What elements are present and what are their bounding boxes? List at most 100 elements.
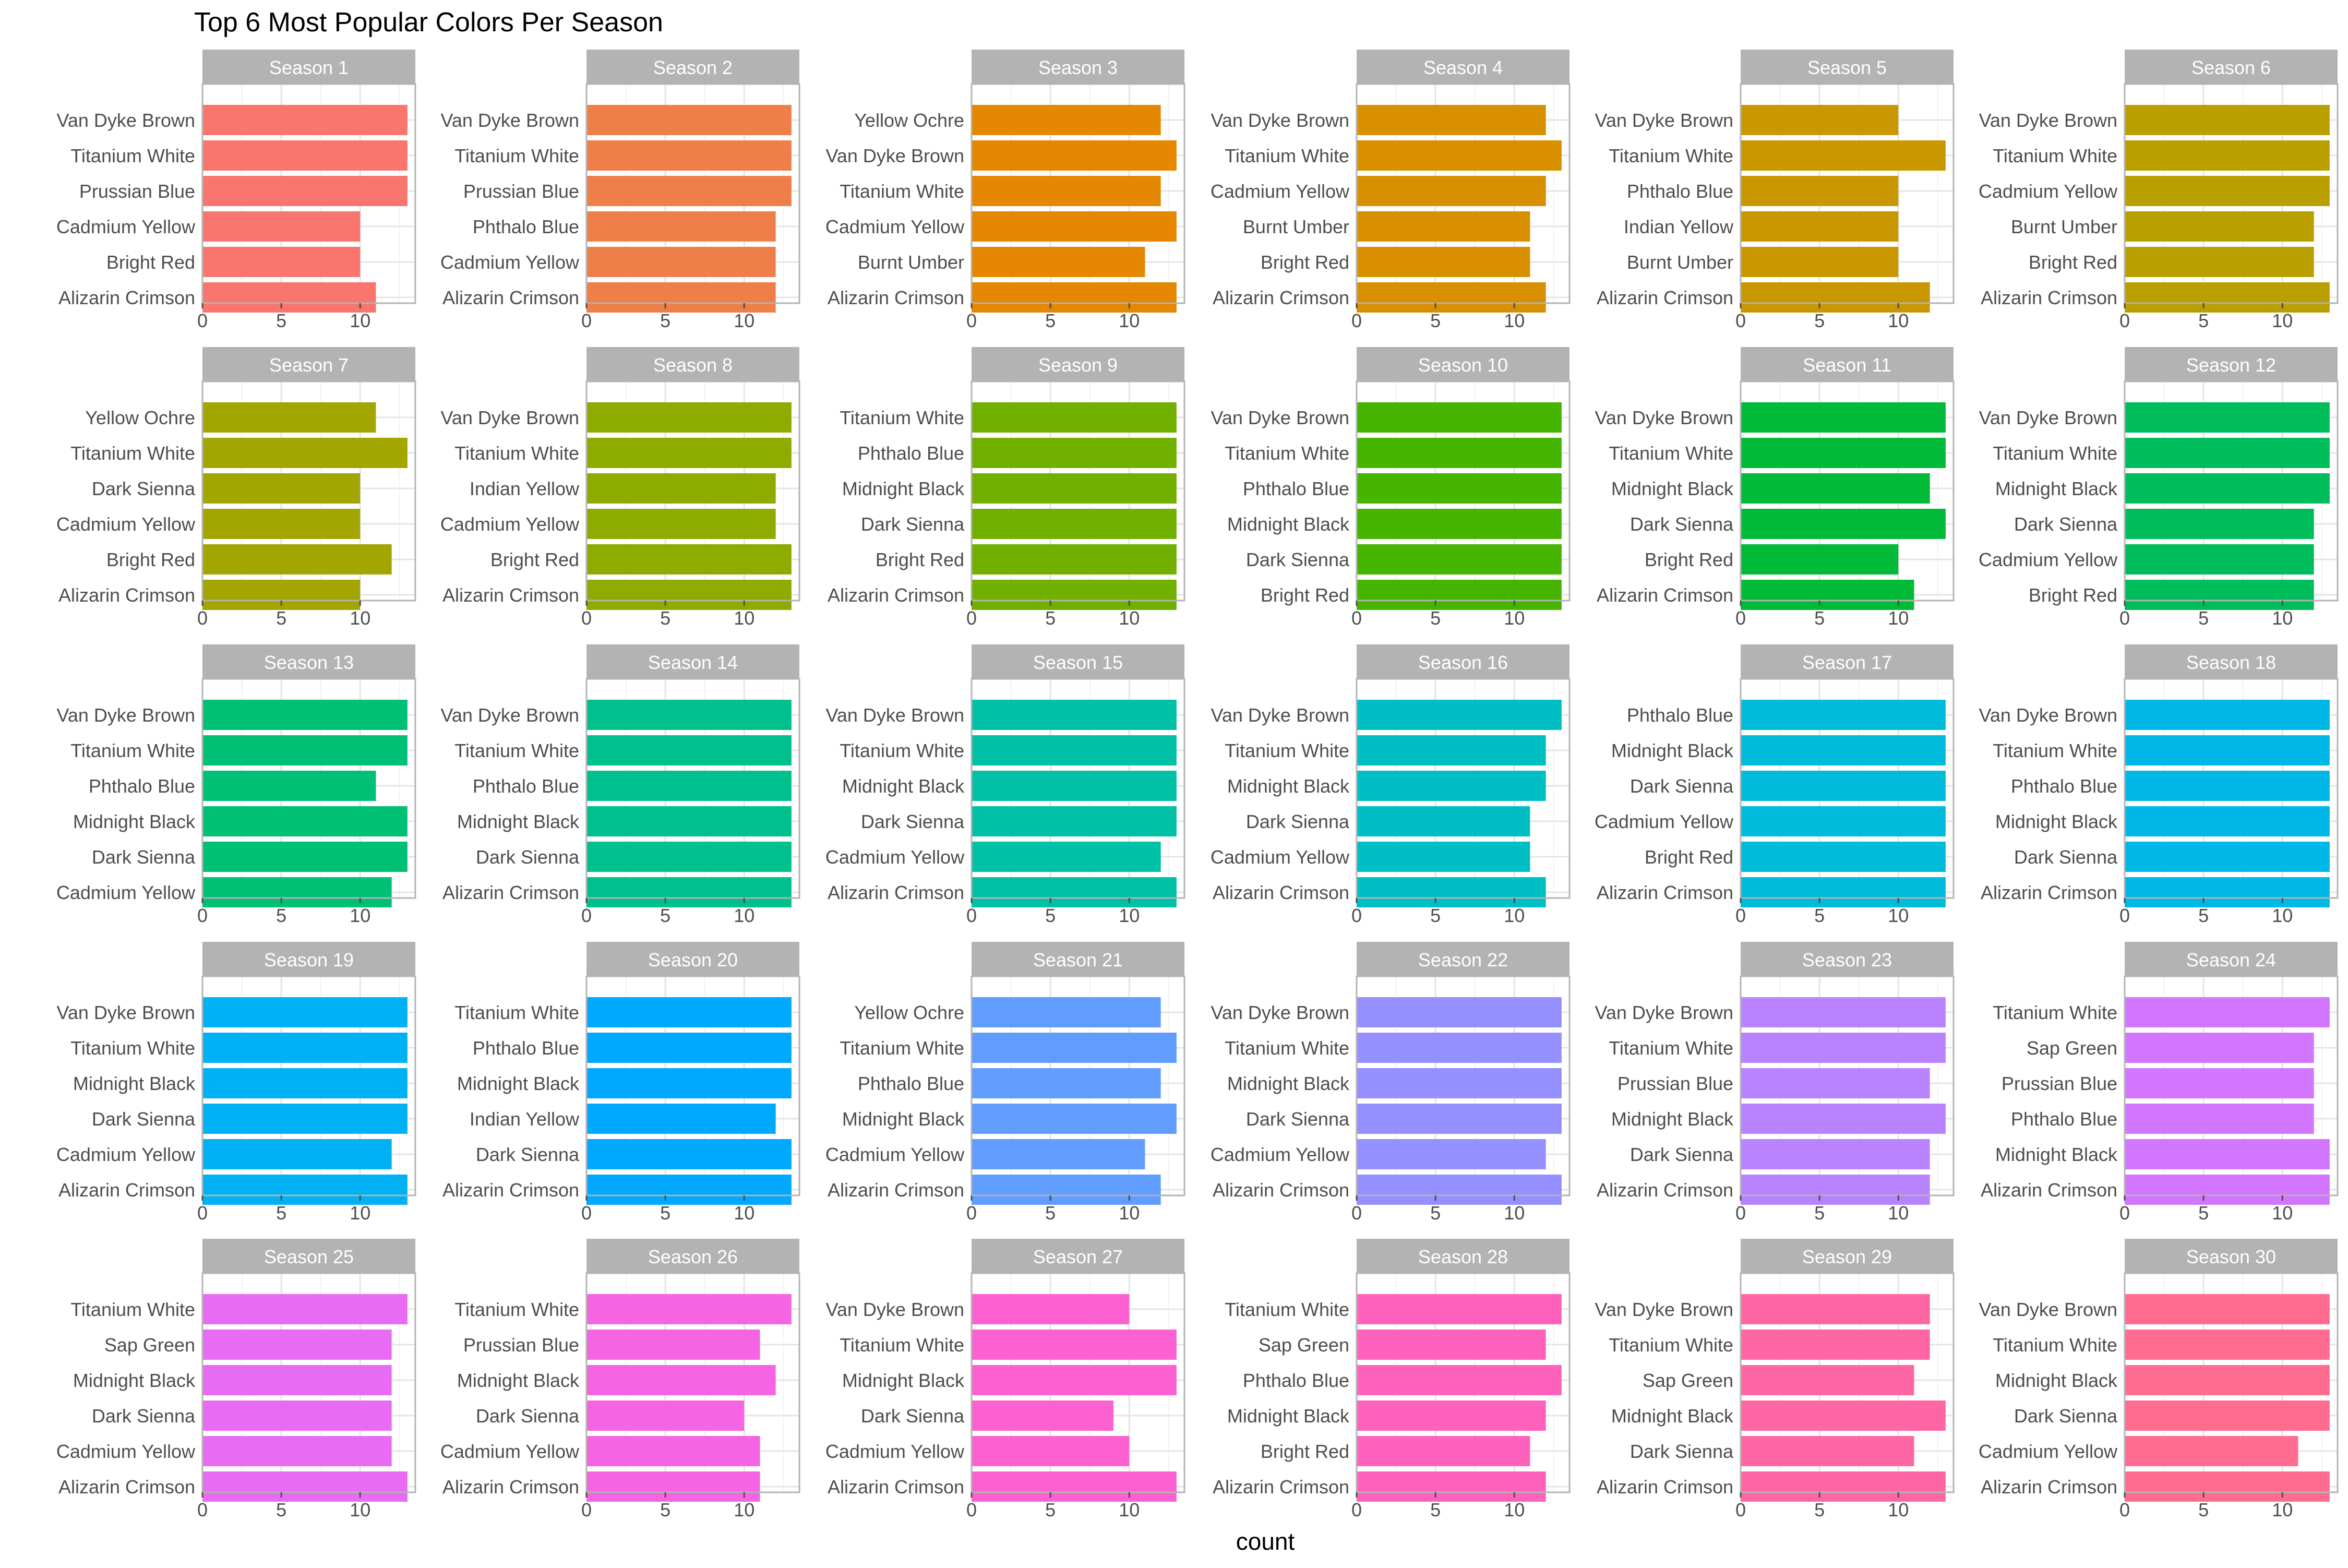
bar <box>202 282 376 313</box>
category-label: Alizarin Crimson <box>1597 882 1733 903</box>
x-tick-label: 5 <box>276 905 286 926</box>
bar <box>972 877 1177 907</box>
x-tick-label: 5 <box>2198 607 2209 629</box>
panel-border <box>2124 678 2339 899</box>
x-tick-label: 5 <box>1430 1499 1441 1521</box>
bar <box>1357 1033 1562 1063</box>
x-tick-label: 5 <box>2198 905 2209 926</box>
panel-border <box>585 678 800 899</box>
category-label: Alizarin Crimson <box>828 584 964 606</box>
category-label: Van Dyke Brown <box>1211 1002 1349 1023</box>
bar <box>1357 700 1562 730</box>
panel-strip-label: Season 9 <box>1038 354 1118 376</box>
category-label: Midnight Black <box>457 811 580 832</box>
bar <box>202 806 408 836</box>
bar <box>972 1365 1177 1395</box>
x-tick-label: 5 <box>2198 1202 2209 1224</box>
x-tick-label: 0 <box>197 1499 208 1521</box>
category-label: Sap Green <box>1259 1334 1349 1356</box>
bar <box>972 473 1177 504</box>
bar <box>2125 176 2330 206</box>
panel-strip <box>1741 1239 1954 1273</box>
x-axis-label: count <box>1236 1528 1295 1555</box>
bar <box>586 473 776 504</box>
bar <box>972 1033 1177 1063</box>
category-label: Midnight Black <box>1611 478 1734 499</box>
category-label: Cadmium Yellow <box>56 513 196 535</box>
x-tick-label: 10 <box>734 310 754 331</box>
bar <box>2125 438 2330 468</box>
panel-border <box>1356 1272 1571 1493</box>
x-tick-label: 0 <box>1351 607 1362 629</box>
bar <box>202 509 361 539</box>
category-label: Van Dyke Brown <box>826 1299 964 1320</box>
panel: Season 28 Titanium White Sap Green Phthalo … <box>1213 1239 1571 1521</box>
x-tick-label: 5 <box>1430 905 1441 926</box>
panel-strip-label: Season 17 <box>1802 652 1892 673</box>
category-label: Dark Sienna <box>476 1144 580 1165</box>
bar <box>202 1104 408 1134</box>
category-label: Bright Red <box>1261 252 1349 273</box>
bar <box>972 735 1177 765</box>
panel-strip-label: Season 2 <box>653 57 733 78</box>
bar <box>1357 105 1546 135</box>
bar <box>202 105 408 135</box>
panel-strip-label: Season 28 <box>1418 1246 1508 1267</box>
bar <box>1741 1471 1946 1502</box>
category-label: Prussian Blue <box>463 181 579 202</box>
x-tick-label: 10 <box>1119 607 1140 629</box>
bar <box>586 176 792 206</box>
bar <box>1357 842 1530 872</box>
category-label: Sap Green <box>1643 1370 1733 1391</box>
bar <box>1741 544 1899 574</box>
x-tick-label: 5 <box>276 1202 286 1224</box>
bar <box>1741 140 1946 171</box>
category-label: Titanium White <box>840 181 964 202</box>
bar <box>2125 1365 2330 1395</box>
bar <box>1741 176 1899 206</box>
category-label: Van Dyke Brown <box>1979 1299 2117 1320</box>
panel-border <box>585 1272 800 1493</box>
bar <box>2125 997 2330 1027</box>
panel: Season 3 Yellow Ochre Van Dyke Brown Titani… <box>825 50 1185 331</box>
bar <box>202 1294 408 1324</box>
bar <box>972 997 1161 1027</box>
x-tick-label: 0 <box>197 905 208 926</box>
bar <box>972 1068 1161 1098</box>
panel-border <box>971 975 1185 1196</box>
category-label: Cadmium Yellow <box>825 216 965 237</box>
bar <box>972 842 1161 872</box>
panel: Season 30 Van Dyke Brown Titanium White Mid… <box>1979 1239 2339 1521</box>
bar <box>202 473 361 504</box>
category-label: Van Dyke Brown <box>1979 704 2117 726</box>
x-tick-label: 0 <box>197 310 208 331</box>
bar <box>2125 1104 2314 1134</box>
category-label: Titanium White <box>1993 442 2117 464</box>
category-label: Burnt Umber <box>858 252 964 273</box>
category-label: Titanium White <box>70 442 195 464</box>
category-label: Van Dyke Brown <box>441 110 579 131</box>
panel-strip-label: Season 3 <box>1038 57 1118 78</box>
panel-strip-label: Season 23 <box>1802 949 1892 971</box>
bar <box>972 1104 1177 1134</box>
panel-border <box>201 380 416 602</box>
category-label: Dark Sienna <box>1630 775 1734 797</box>
panel: Season 13 Van Dyke Brown Titanium White Pht… <box>56 644 416 926</box>
category-label: Titanium White <box>1225 1037 1349 1059</box>
panel-strip <box>586 1239 799 1273</box>
panel: Season 29 Van Dyke Brown Titanium White Sap… <box>1595 1239 1955 1521</box>
category-label: Titanium White <box>1993 740 2117 761</box>
bar <box>1741 771 1946 801</box>
x-tick-label: 0 <box>1735 310 1746 331</box>
bar <box>972 544 1177 574</box>
category-label: Dark Sienna <box>1246 811 1350 832</box>
x-tick-label: 10 <box>1888 905 1909 926</box>
bar <box>586 544 792 574</box>
bar <box>586 700 792 730</box>
bar <box>586 771 792 801</box>
x-tick-label: 10 <box>2272 905 2293 926</box>
category-label: Van Dyke Brown <box>441 704 579 726</box>
panel-strip <box>586 644 799 679</box>
bar <box>586 1330 760 1360</box>
category-label: Yellow Ochre <box>854 110 964 131</box>
